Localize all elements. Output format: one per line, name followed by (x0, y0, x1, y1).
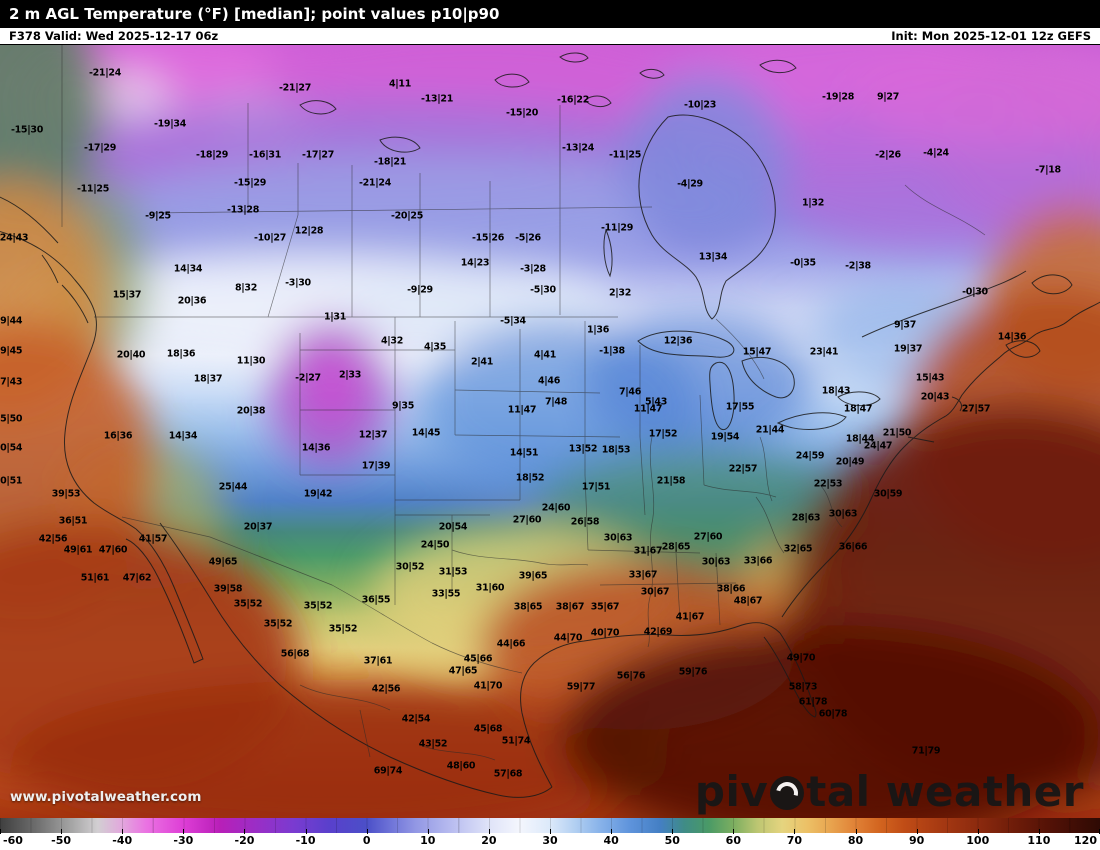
colorbar-tick-label: 90 (909, 834, 925, 847)
colorbar-tick-label: 10 (420, 834, 436, 847)
colorbar-tick-label: -30 (173, 834, 194, 847)
colorbar-tick-mark (855, 829, 857, 834)
state-borders (61, 45, 986, 761)
colorbar-tick-mark (733, 829, 735, 834)
brand-text-prefix: piv (694, 767, 769, 816)
colorbar-tick-label: 40 (603, 834, 619, 847)
colorbar-tick-mark (977, 829, 979, 834)
colorbar-tick-label: 100 (966, 834, 990, 847)
colorbar-tick-mark (672, 829, 674, 834)
colorbar-tick-mark (305, 829, 307, 834)
brand-text-suffix: tal weather (806, 767, 1084, 816)
colorbar-tick-mark (427, 829, 429, 834)
colorbar-tick-label: 60 (725, 834, 741, 847)
colorbar-tick-mark (916, 829, 918, 834)
colorbar-ticks: -60 -50 -40 -30 -20 -10 0 10 20 30 40 50 60 70 80 90 100… (0, 833, 1100, 850)
colorbar-tick-mark (794, 829, 796, 834)
map-title: 2 m AGL Temperature (°F) [median]; point… (0, 0, 1100, 28)
colorbar-tick-label: 20 (481, 834, 497, 847)
colorbar-tick-mark (183, 829, 185, 834)
colorbar-tick-label: -60 (3, 834, 23, 847)
colorbar-tick-label: -20 (234, 834, 255, 847)
colorbar-tick-mark (611, 829, 613, 834)
colorbar-tick-mark (550, 829, 551, 834)
colorbar-tick-label: 80 (847, 834, 864, 847)
colorbar-tick-label: 120 (1074, 834, 1097, 847)
colorbar-tick-label: -10 (295, 834, 316, 847)
colorbar-tick-label: 70 (786, 834, 803, 847)
colorbar (0, 818, 1100, 834)
colorbar-tick-label: 110 (1027, 834, 1051, 847)
colorbar-tick-label: 30 (542, 834, 558, 847)
colorbar-tick-mark (1038, 829, 1040, 834)
colorbar-tick-mark (122, 829, 124, 834)
colorbar-tick-mark (366, 829, 368, 834)
colorbar-tick-label: -50 (51, 834, 72, 847)
forecast-info-bar: F378 Valid: Wed 2025-12-17 06z Init: Mon… (0, 28, 1100, 45)
init-time-label: Init: Mon 2025-12-01 12z GEFS (891, 29, 1091, 43)
temperature-field (0, 45, 1100, 818)
colorbar-tick-mark (0, 829, 1, 834)
colorbar-tick-mark (488, 829, 490, 834)
temperature-features (0, 45, 1100, 818)
colorbar-tick-mark (244, 829, 246, 834)
watermark-brand: piv tal weather (695, 771, 1084, 813)
pivotalweather-logo-icon (770, 776, 805, 810)
valid-time-label: F378 Valid: Wed 2025-12-17 06z (9, 29, 219, 43)
colorbar-tick-label: 50 (664, 834, 680, 847)
colorbar-tick-mark (61, 829, 63, 834)
coastlines (0, 52, 1100, 798)
colorbar-tick-label: -40 (112, 834, 133, 847)
watermark-url: www.pivotalweather.com (10, 789, 202, 805)
map-canvas: -21|24 -21|27 4|11 -13|21 -15|20 -16|22 -10|23… (0, 45, 1100, 818)
colorbar-tick-label: 0 (362, 834, 371, 847)
